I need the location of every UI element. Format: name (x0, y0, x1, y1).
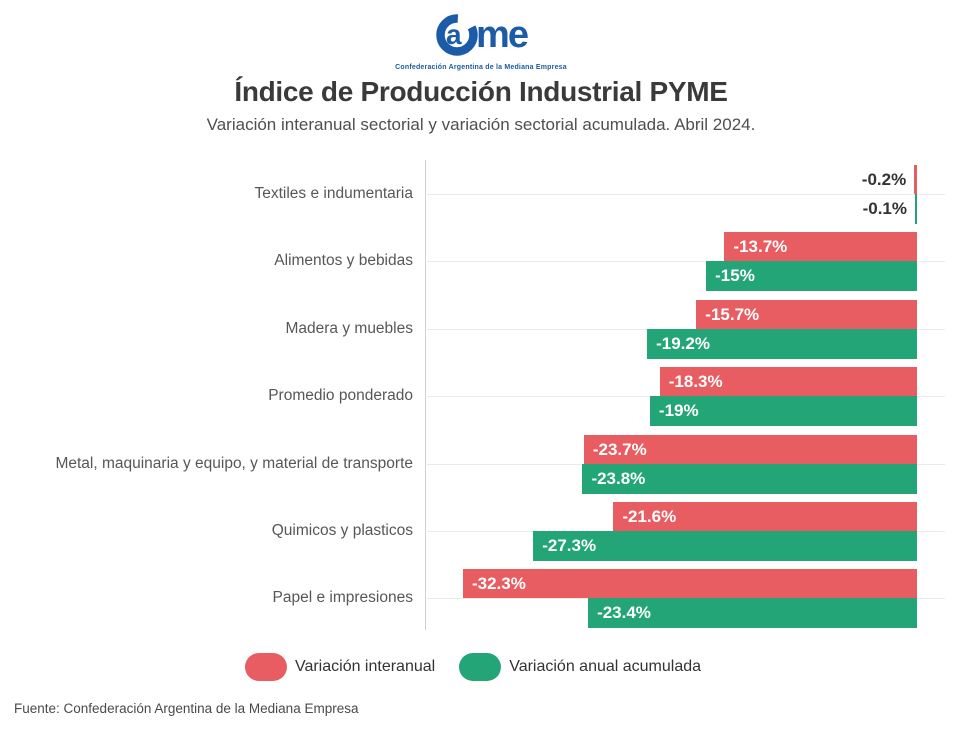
chart-legend: Variación interanual Variación anual acu… (244, 653, 717, 681)
bar-value-label: -19% (658, 401, 699, 421)
legend-label-interanual: Variación interanual (294, 658, 436, 675)
logo-letter-a: a (446, 19, 462, 50)
bar-value-label: -27.3% (542, 536, 597, 555)
category-axis-labels: Textiles e indumentaria Alimentos y bebid… (0, 160, 413, 630)
bar-acumulada-3 (649, 396, 917, 427)
bar-value-label: -15.7% (705, 304, 760, 324)
bar-acumulada-6 (588, 598, 917, 629)
bar-interanual-2 (696, 299, 917, 329)
bar-value-label: -23.4% (597, 603, 651, 623)
bar-interanual-1 (724, 232, 917, 262)
bar-value-label: -23.7% (592, 439, 647, 459)
bar-value-label: -21.6% (622, 507, 677, 526)
gridline (425, 261, 945, 263)
page-title: Índice de Producción Industrial PYME (234, 76, 728, 107)
bar-interanual-4 (583, 434, 917, 464)
category-label: Textiles e indumentaria (254, 185, 413, 202)
came-logo-c-icon: a (435, 13, 479, 57)
bar-value-label: -23.8% (591, 468, 646, 488)
category-label: Quimicos y plasticos (271, 522, 413, 539)
bar-acumulada-5 (533, 531, 917, 561)
bar-interanual-6 (462, 569, 917, 599)
bar-value-label: -13.7% (733, 237, 788, 257)
source-note: Fuente: Confederación Argentina de la Me… (14, 701, 359, 716)
logo-letters-me: me (476, 14, 529, 56)
bar-acumulada-1 (706, 261, 917, 292)
legend-label-acumulada: Variación anual acumulada (509, 658, 702, 675)
bar-acumulada-0 (915, 194, 917, 224)
bar-value-label: -0.2% (861, 170, 907, 189)
bar-interanual-5 (613, 502, 917, 531)
legend-swatch-interanual (244, 653, 287, 681)
bar-value-label: -18.3% (668, 372, 723, 392)
category-label: Papel e impresiones (272, 589, 413, 607)
bar-interanual-3 (659, 367, 917, 397)
bar-value-label: -19.2% (656, 333, 710, 353)
bar-value-label: -32.3% (471, 574, 526, 594)
category-label: Metal, maquinaria y equipo, y material d… (55, 454, 413, 472)
plot-area: -0.2% -0.1% -13.7% -15% -15.7% -19.2% -18.3% -1… (425, 160, 945, 630)
category-label: Alimentos y bebidas (274, 252, 413, 270)
logo-tagline: Confederación Argentina de la Mediana Em… (395, 64, 567, 71)
bar-value-label: -15% (715, 266, 755, 286)
bar-interanual-0 (914, 165, 917, 194)
came-logo: a me Confederación Argentina de la Media… (0, 12, 962, 71)
page-subtitle: Variación interanual sectorial y variaci… (206, 115, 756, 134)
bar-acumulada-2 (647, 328, 917, 359)
legend-swatch-acumulada (459, 653, 502, 681)
category-label: Madera y muebles (285, 319, 413, 337)
bar-acumulada-4 (582, 463, 917, 494)
gridline (425, 194, 945, 195)
category-label: Promedio ponderado (268, 387, 413, 405)
bar-value-label: -0.1% (862, 199, 907, 218)
y-axis-line (425, 160, 426, 630)
